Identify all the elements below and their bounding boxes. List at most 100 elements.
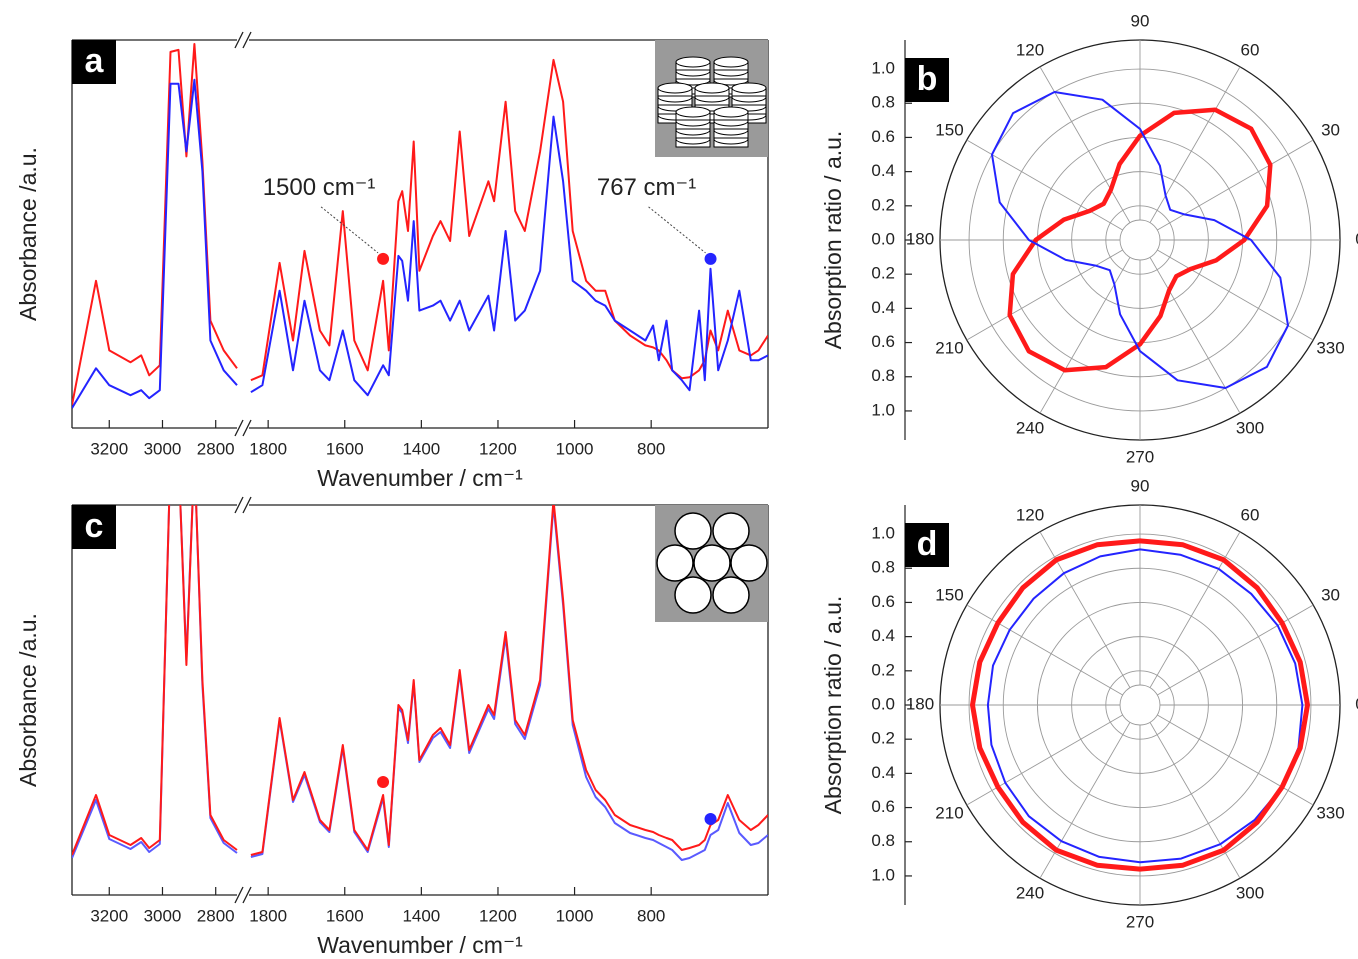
radial-tick-label: 0.8 <box>871 831 895 850</box>
angle-tick-label: 300 <box>1236 418 1264 437</box>
rod <box>674 576 712 614</box>
x-tick-label: 1200 <box>479 906 517 925</box>
inset-stacked-discs <box>655 40 768 157</box>
disc-top <box>713 106 749 118</box>
axis-break <box>234 31 244 49</box>
panel-label-box <box>905 58 949 102</box>
panel-label: c <box>85 507 104 545</box>
angle-tick-label: 240 <box>1016 883 1044 902</box>
radial-tick-label: 0.8 <box>871 93 895 112</box>
annotation-leader <box>320 206 379 254</box>
band-marker <box>377 776 390 788</box>
spectrum-line <box>72 505 238 856</box>
radial-axis-title: Absorption ratio / a.u. <box>820 596 846 815</box>
x-tick-label: 1600 <box>326 906 364 925</box>
x-tick-label: 3000 <box>144 439 182 458</box>
panel-label-box <box>905 523 949 567</box>
angle-tick-label: 240 <box>1016 418 1044 437</box>
panel-label: d <box>917 525 938 563</box>
radial-tick-label: 0.4 <box>871 763 895 782</box>
annotation: 1500 cm⁻¹ <box>263 174 376 201</box>
x-tick-label: 1200 <box>479 439 517 458</box>
angle-tick-label: 180 <box>906 694 934 713</box>
radial-tick-label: 0.2 <box>871 195 895 214</box>
angle-tick-label: 150 <box>935 120 963 139</box>
plot-lines <box>72 43 768 409</box>
angle-tick-label: 60 <box>1241 506 1260 525</box>
radial-tick-label: 0.0 <box>871 694 895 713</box>
band-marker <box>377 252 390 265</box>
spectrum-line <box>250 115 768 397</box>
radial-tick-label: 0.2 <box>871 729 895 748</box>
radial-tick-label: 1.0 <box>871 59 895 78</box>
spectrum-line <box>250 505 768 856</box>
disc-top <box>731 82 767 94</box>
spectrum-line <box>250 505 768 861</box>
annotation: 767 cm⁻¹ <box>597 174 696 201</box>
spectrum-line <box>72 78 238 409</box>
polar-line <box>991 91 1289 389</box>
axis-break <box>242 31 252 49</box>
disc-top <box>657 82 693 94</box>
x-tick-label: 1400 <box>402 439 440 458</box>
x-tick-label: 1000 <box>556 439 594 458</box>
radial-tick-label: 0.6 <box>871 127 895 146</box>
angle-tick-label: 330 <box>1316 338 1344 357</box>
angle-tick-label: 30 <box>1321 120 1340 139</box>
angle-tick-label: 0 <box>1355 694 1358 713</box>
disc-stacks <box>657 56 767 148</box>
band-marker <box>704 813 717 825</box>
x-tick-label: 1400 <box>402 906 440 925</box>
radial-tick-label: 0.6 <box>871 797 895 816</box>
axis-break <box>242 496 252 514</box>
angle-tick-label: 120 <box>1016 41 1044 60</box>
angle-tick-label: 30 <box>1321 585 1340 604</box>
angle-tick-label: 210 <box>935 803 963 822</box>
rod <box>712 576 750 614</box>
y-axis-title: Absorbance /a.u. <box>15 613 41 787</box>
x-tick-label: 3200 <box>90 439 128 458</box>
polar-line <box>970 538 1310 872</box>
rod <box>674 512 712 550</box>
angle-tick-label: 300 <box>1236 883 1264 902</box>
radial-tick-label: 1.0 <box>871 400 895 419</box>
grid-spoke <box>966 714 1123 806</box>
axis-break <box>234 496 244 514</box>
spectrum-line <box>72 43 238 406</box>
disc-top <box>713 56 749 68</box>
radial-tick-label: 0.0 <box>871 229 895 248</box>
panel-label: b <box>917 60 938 98</box>
disc-top <box>675 56 711 68</box>
radial-tick-label: 0.4 <box>871 626 895 645</box>
x-axis-title: Wavenumber / cm⁻¹ <box>317 932 523 958</box>
grid-spoke <box>966 604 1123 696</box>
polar-hole <box>1119 684 1161 726</box>
disc-top <box>675 106 711 118</box>
radial-tick-label: 1.0 <box>871 524 895 543</box>
radial-axis-title: Absorption ratio / a.u. <box>820 131 846 350</box>
grid-spoke <box>1157 604 1314 696</box>
angle-tick-label: 330 <box>1316 803 1344 822</box>
angle-tick-label: 120 <box>1016 506 1044 525</box>
panel-label: a <box>85 42 105 80</box>
x-axis-title: Wavenumber / cm⁻¹ <box>317 465 523 491</box>
rod-circles <box>656 512 768 614</box>
x-tick-label: 800 <box>637 439 665 458</box>
y-axis-title: Absorbance /a.u. <box>15 147 41 321</box>
axis-break <box>242 419 252 437</box>
x-tick-label: 1800 <box>249 906 287 925</box>
polar-line <box>1007 107 1273 373</box>
radial-tick-label: 1.0 <box>871 865 895 884</box>
axis-break <box>242 886 252 904</box>
radial-tick-label: 0.8 <box>871 366 895 385</box>
x-tick-label: 2800 <box>197 906 235 925</box>
band-marker <box>704 252 717 265</box>
panel-label-box <box>72 505 116 549</box>
radial-tick-label: 0.6 <box>871 332 895 351</box>
polar-line <box>986 548 1304 864</box>
angle-tick-label: 90 <box>1131 476 1150 495</box>
disc-top <box>694 82 730 94</box>
radial-tick-label: 0.2 <box>871 660 895 679</box>
radial-tick-label: 0.6 <box>871 592 895 611</box>
